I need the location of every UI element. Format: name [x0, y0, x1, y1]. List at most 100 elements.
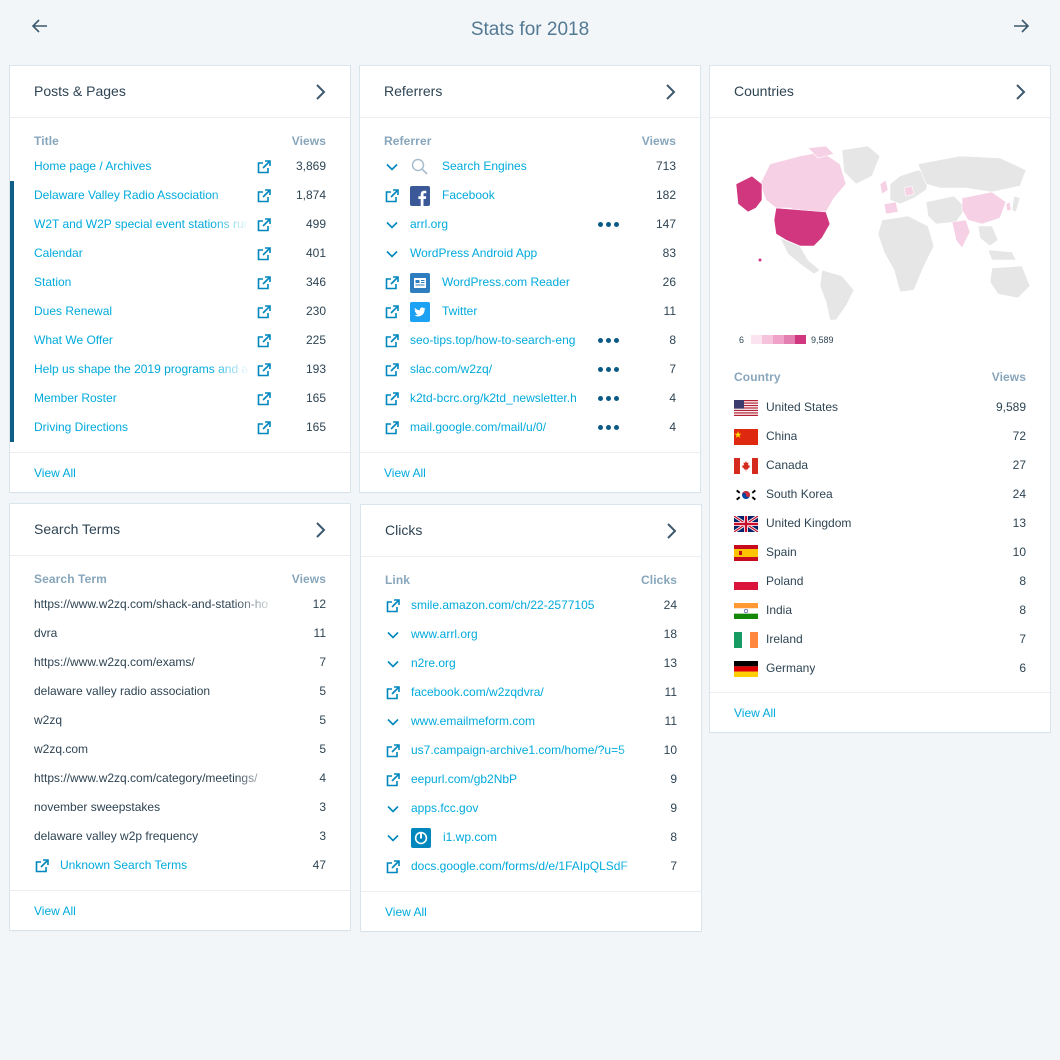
external-link-icon[interactable]: [256, 304, 272, 320]
external-link-icon[interactable]: [385, 685, 401, 701]
referrer-link[interactable]: k2td-bcrc.org/k2td_newsletter.h: [410, 391, 577, 405]
list-item[interactable]: Twitter 11: [360, 297, 700, 326]
referrer-link[interactable]: Search Engines: [442, 159, 527, 173]
list-item[interactable]: Calendar 401: [10, 239, 350, 268]
list-item[interactable]: What We Offer 225: [10, 326, 350, 355]
list-item[interactable]: W2T and W2P special event stations run 49…: [10, 210, 350, 239]
world-map[interactable]: [730, 142, 1030, 322]
list-item[interactable]: eepurl.com/gb2NbP 9: [361, 765, 701, 794]
referrer-link[interactable]: docs.google.com/forms/d/e/1FAIpQLSdF: [411, 859, 628, 873]
referrer-link[interactable]: WordPress.com Reader: [442, 275, 570, 289]
referrer-link[interactable]: seo-tips.top/how-to-search-eng: [410, 333, 576, 347]
more-actions-icon[interactable]: [598, 222, 620, 228]
card-header[interactable]: Search Terms: [10, 504, 350, 556]
referrer-link[interactable]: slac.com/w2zq/: [410, 362, 493, 376]
referrer-link[interactable]: i1.wp.com: [443, 830, 498, 844]
card-header[interactable]: Referrers: [360, 66, 700, 118]
more-actions-icon[interactable]: [598, 367, 620, 373]
card-header[interactable]: Clicks: [361, 505, 701, 557]
list-item[interactable]: www.arrl.org 18: [361, 620, 701, 649]
view-all-link[interactable]: View All: [384, 466, 426, 480]
referrer-link[interactable]: facebook.com/w2zqdvra/: [411, 685, 544, 699]
list-item[interactable]: Help us shape the 2019 programs and a 193: [10, 355, 350, 384]
list-item[interactable]: Facebook 182: [360, 181, 700, 210]
list-item[interactable]: i1.wp.com 8: [361, 823, 701, 852]
list-item[interactable]: WordPress Android App 83: [360, 239, 700, 268]
list-item[interactable]: Search Engines 713: [360, 152, 700, 181]
external-link-icon[interactable]: [256, 420, 272, 436]
chevron-right-icon[interactable]: [308, 80, 332, 104]
more-actions-icon[interactable]: [598, 396, 620, 402]
view-all-link[interactable]: View All: [734, 706, 776, 720]
external-link-icon[interactable]: [384, 304, 400, 320]
post-title-link[interactable]: W2T and W2P special event stations run: [34, 217, 250, 231]
referrer-link[interactable]: us7.campaign-archive1.com/home/?u=5: [411, 743, 625, 757]
list-item[interactable]: Delaware Valley Radio Association 1,874: [10, 181, 350, 210]
external-link-icon[interactable]: [256, 217, 272, 233]
list-item[interactable]: arrl.org 147: [360, 210, 700, 239]
referrer-link[interactable]: Twitter: [442, 304, 478, 318]
post-title-link[interactable]: Help us shape the 2019 programs and a: [34, 362, 249, 376]
external-link-icon[interactable]: [384, 420, 400, 436]
post-title-link[interactable]: Station: [34, 275, 72, 289]
next-period-arrow-icon[interactable]: [1009, 14, 1033, 38]
post-title-link[interactable]: Member Roster: [34, 391, 117, 405]
list-item[interactable]: www.emailmeform.com 11: [361, 707, 701, 736]
list-item[interactable]: k2td-bcrc.org/k2td_newsletter.h 4: [360, 384, 700, 413]
external-link-icon[interactable]: [256, 188, 272, 204]
chevron-down-icon[interactable]: [384, 159, 400, 175]
external-link-icon[interactable]: [384, 275, 400, 291]
list-item[interactable]: Home page / Archives 3,869: [10, 152, 350, 181]
chevron-down-icon[interactable]: [384, 217, 400, 233]
search-term[interactable]: Unknown Search Terms: [60, 858, 188, 872]
external-link-icon[interactable]: [34, 858, 50, 874]
external-link-icon[interactable]: [256, 333, 272, 349]
chevron-down-icon[interactable]: [384, 246, 400, 262]
list-item[interactable]: docs.google.com/forms/d/e/1FAIpQLSdF 7: [361, 852, 701, 881]
more-actions-icon[interactable]: [598, 338, 620, 344]
list-item[interactable]: n2re.org 13: [361, 649, 701, 678]
external-link-icon[interactable]: [256, 275, 272, 291]
external-link-icon[interactable]: [384, 188, 400, 204]
referrer-link[interactable]: eepurl.com/gb2NbP: [411, 772, 518, 786]
list-item[interactable]: Station 346: [10, 268, 350, 297]
list-item[interactable]: smile.amazon.com/ch/22-2577105 24: [361, 591, 701, 620]
external-link-icon[interactable]: [384, 391, 400, 407]
card-header[interactable]: Countries: [710, 66, 1050, 118]
external-link-icon[interactable]: [385, 772, 401, 788]
chevron-down-icon[interactable]: [385, 801, 401, 817]
list-item[interactable]: Dues Renewal 230: [10, 297, 350, 326]
external-link-icon[interactable]: [256, 159, 272, 175]
chevron-down-icon[interactable]: [385, 656, 401, 672]
post-title-link[interactable]: Home page / Archives: [34, 159, 152, 173]
external-link-icon[interactable]: [256, 246, 272, 262]
referrer-link[interactable]: apps.fcc.gov: [411, 801, 479, 815]
list-item[interactable]: us7.campaign-archive1.com/home/?u=5 10: [361, 736, 701, 765]
post-title-link[interactable]: Delaware Valley Radio Association: [34, 188, 219, 202]
external-link-icon[interactable]: [385, 598, 401, 614]
list-item[interactable]: Member Roster 165: [10, 384, 350, 413]
list-item[interactable]: mail.google.com/mail/u/0/4: [360, 413, 700, 442]
post-title-link[interactable]: Dues Renewal: [34, 304, 113, 318]
post-title-link[interactable]: What We Offer: [34, 333, 113, 347]
referrer-link[interactable]: WordPress Android App: [410, 246, 538, 260]
chevron-right-icon[interactable]: [658, 80, 682, 104]
list-item[interactable]: slac.com/w2zq/7: [360, 355, 700, 384]
previous-period-arrow-icon[interactable]: [28, 14, 52, 38]
list-item[interactable]: apps.fcc.gov 9: [361, 794, 701, 823]
list-item[interactable]: Unknown Search Terms 47: [10, 851, 350, 880]
referrer-link[interactable]: www.emailmeform.com: [411, 714, 536, 728]
chevron-right-icon[interactable]: [308, 518, 332, 542]
external-link-icon[interactable]: [385, 859, 401, 875]
view-all-link[interactable]: View All: [385, 905, 427, 919]
chevron-down-icon[interactable]: [385, 627, 401, 643]
post-title-link[interactable]: Calendar: [34, 246, 83, 260]
referrer-link[interactable]: mail.google.com/mail/u/0/: [410, 420, 547, 434]
external-link-icon[interactable]: [256, 391, 272, 407]
external-link-icon[interactable]: [256, 362, 272, 378]
more-actions-icon[interactable]: [598, 425, 620, 431]
view-all-link[interactable]: View All: [34, 904, 76, 918]
referrer-link[interactable]: n2re.org: [411, 656, 456, 670]
chevron-down-icon[interactable]: [385, 830, 401, 846]
list-item[interactable]: seo-tips.top/how-to-search-eng 8: [360, 326, 700, 355]
